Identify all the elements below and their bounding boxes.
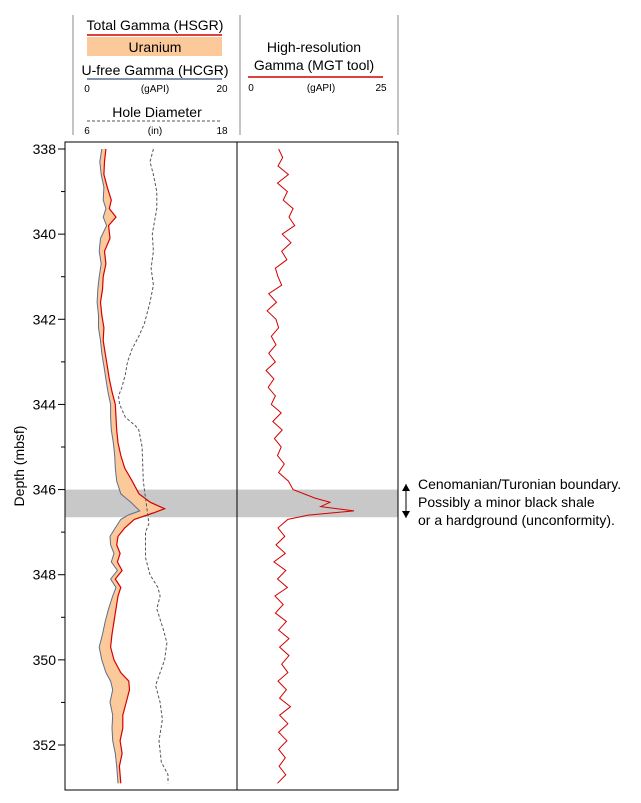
hole-diameter-legend: Hole Diameter [112, 104, 202, 120]
annotation-line3: or a hardground (unconformity). [418, 512, 615, 528]
hd-scale-min: 6 [84, 126, 90, 137]
mgt-gamma-curve [265, 148, 355, 784]
standard-gamma-track [96, 148, 169, 784]
annotation-arrow-down-icon [402, 511, 410, 518]
annotation-arrow-up-icon [402, 484, 410, 491]
hole-diameter-curve [117, 148, 169, 784]
total-gamma-curve [99, 148, 167, 784]
hd-scale-max: 18 [216, 126, 228, 137]
depth-tick-label: 344 [33, 396, 57, 412]
track2-scale-unit: (gAPI) [307, 83, 335, 94]
depth-axis-label: Depth (mbsf) [11, 426, 27, 507]
depth-axis: 338 340 342 344 346 348 350 352 [33, 141, 65, 753]
hd-scale-unit: (in) [148, 126, 162, 137]
ufree-gamma-curve [96, 148, 141, 784]
mgt-legend-line1: High-resolution [267, 39, 361, 55]
depth-tick-label: 352 [33, 737, 57, 753]
uranium-legend-swatch [87, 37, 222, 56]
boundary-band [65, 489, 398, 518]
track1-scale-min: 0 [84, 84, 90, 95]
depth-tick-label: 346 [33, 482, 57, 498]
ufree-gamma-legend: U-free Gamma (HCGR) [81, 62, 228, 78]
track2-scale-max: 25 [375, 83, 387, 94]
high-resolution-gamma-track [265, 148, 355, 784]
annotation-line2: Possibly a minor black shale [418, 494, 595, 510]
track2-scale-min: 0 [248, 83, 254, 94]
depth-tick-label: 342 [33, 311, 57, 327]
depth-tick-label: 348 [33, 567, 57, 583]
mgt-legend-line2: Gamma (MGT tool) [254, 57, 374, 73]
chart-header: Total Gamma (HSGR) Uranium U-free Gamma … [72, 15, 399, 137]
annotation-line1: Cenomanian/Turonian boundary. [418, 476, 621, 492]
depth-tick-label: 338 [33, 141, 57, 157]
total-gamma-legend: Total Gamma (HSGR) [87, 17, 224, 33]
track1-scale-max: 20 [216, 84, 228, 95]
boundary-annotation: Cenomanian/Turonian boundary. Possibly a… [402, 476, 621, 528]
depth-tick-label: 350 [33, 652, 57, 668]
depth-tick-label: 340 [33, 226, 57, 242]
plot-frame [64, 141, 399, 791]
track1-scale-unit: (gAPI) [141, 84, 169, 95]
uranium-legend: Uranium [129, 39, 182, 55]
